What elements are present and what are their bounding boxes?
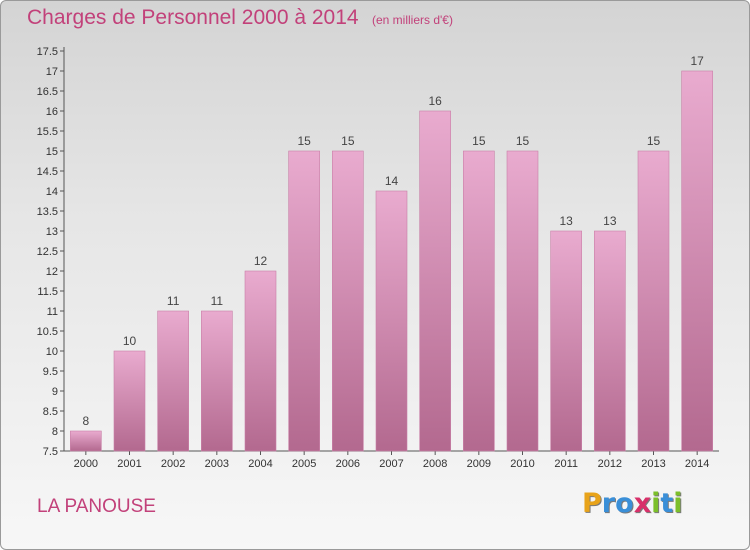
x-tick-label: 2008	[423, 458, 447, 470]
y-tick-label: 16	[46, 106, 58, 118]
bar	[157, 310, 189, 452]
y-tick-label: 16.5	[37, 86, 58, 98]
data-label: 17	[690, 54, 704, 68]
data-label: 13	[603, 214, 617, 228]
bar	[506, 150, 539, 452]
bar	[113, 350, 146, 452]
logo-letter: o	[615, 488, 634, 519]
y-tick-label: 7.5	[43, 446, 58, 458]
x-tick-label: 2010	[510, 458, 534, 470]
data-label: 15	[647, 134, 661, 148]
logo-letter: i	[673, 488, 683, 519]
y-tick-label: 9.5	[43, 366, 58, 378]
logo-letter: t	[660, 488, 674, 519]
bar	[201, 310, 233, 452]
bar	[550, 230, 582, 452]
x-tick-label: 2007	[379, 458, 403, 470]
y-tick-label: 10	[46, 346, 58, 358]
y-tick-label: 10.5	[37, 326, 58, 338]
bar	[681, 70, 713, 452]
data-label: 15	[341, 134, 355, 148]
x-tick-label: 2006	[336, 458, 360, 470]
x-tick-label: 2005	[292, 458, 316, 470]
data-label: 15	[297, 134, 311, 148]
y-tick-label: 11.5	[37, 286, 58, 298]
y-tick-label: 15	[46, 146, 58, 158]
data-label: 14	[385, 174, 399, 188]
y-tick-label: 14.5	[37, 166, 58, 178]
data-label: 15	[516, 134, 530, 148]
location-label: LA PANOUSE	[37, 496, 156, 517]
proxiti-logo: Proxiti	[582, 488, 683, 519]
y-tick-label: 12.5	[37, 246, 58, 258]
y-tick-label: 14	[46, 186, 58, 198]
logo-letter: P	[582, 488, 602, 519]
data-label: 10	[123, 334, 137, 348]
logo-letter: i	[651, 488, 661, 519]
logo-letter: r	[601, 488, 616, 519]
bar	[637, 150, 670, 452]
bar	[332, 150, 364, 452]
y-tick-label: 11	[47, 306, 58, 318]
y-tick-label: 15.5	[37, 126, 58, 138]
y-tick-label: 12	[46, 266, 58, 278]
x-tick-label: 2004	[248, 458, 272, 470]
x-tick-label: 2013	[641, 458, 665, 470]
y-tick-label: 13.5	[37, 206, 58, 218]
chart-title: Charges de Personnel 2000 à 2014	[27, 6, 359, 29]
x-tick-label: 2014	[685, 458, 709, 470]
bar	[70, 430, 102, 452]
bar	[463, 150, 495, 452]
bar	[375, 190, 408, 452]
bar	[419, 110, 451, 452]
data-label: 13	[559, 214, 573, 228]
bar	[288, 150, 320, 452]
x-tick-label: 2001	[117, 458, 141, 470]
data-label: 8	[82, 414, 89, 428]
y-tick-label: 8.5	[43, 406, 58, 418]
y-tick-label: 17	[46, 66, 58, 78]
data-label: 16	[428, 94, 442, 108]
x-tick-label: 2011	[554, 458, 578, 470]
data-label: 15	[472, 134, 486, 148]
x-tick-label: 2009	[467, 458, 491, 470]
data-label: 11	[211, 294, 224, 308]
logo-letter: x	[633, 488, 652, 519]
y-tick-label: 17.5	[37, 46, 58, 58]
data-label: 11	[167, 294, 180, 308]
x-tick-label: 2003	[205, 458, 229, 470]
x-tick-label: 2000	[74, 458, 98, 470]
chart-subtitle: (en milliers d'€)	[372, 13, 453, 27]
y-tick-label: 13	[46, 226, 58, 238]
bar	[244, 270, 277, 452]
x-tick-label: 2002	[161, 458, 185, 470]
data-label: 12	[254, 254, 268, 268]
y-tick-label: 9	[52, 386, 58, 398]
x-tick-label: 2012	[598, 458, 622, 470]
y-tick-label: 8	[52, 426, 58, 438]
bar	[594, 230, 626, 452]
